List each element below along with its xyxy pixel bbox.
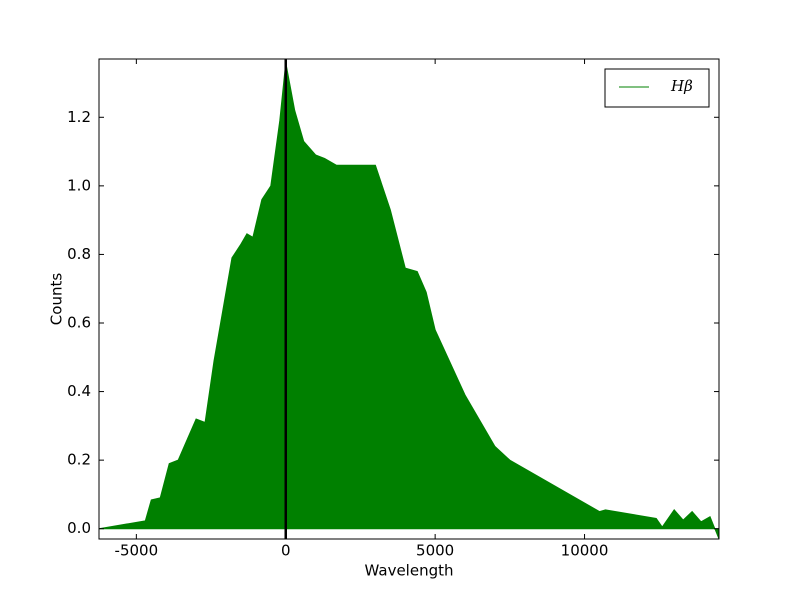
legend: Hβ xyxy=(604,68,710,108)
y-tick-label: 1.0 xyxy=(67,176,91,194)
legend-label: Hβ xyxy=(670,77,693,95)
y-tick-label: 0.8 xyxy=(67,245,91,263)
legend-box xyxy=(604,68,710,108)
y-tick-label: 0.6 xyxy=(67,314,91,332)
y-tick-label: 1.2 xyxy=(67,108,91,126)
y-tick-label: 0.2 xyxy=(67,451,91,469)
x-tick-label: 0 xyxy=(281,542,291,560)
x-tick-label: -5000 xyxy=(115,542,159,560)
plot-frame xyxy=(98,58,720,540)
y-tick-label: 0.0 xyxy=(67,519,91,537)
x-tick-label: 10000 xyxy=(561,542,609,560)
y-axis-label: Counts xyxy=(48,273,66,326)
y-tick-label: 0.4 xyxy=(67,382,91,400)
x-tick-label: 5000 xyxy=(416,542,454,560)
x-axis-label: Wavelength xyxy=(365,562,454,580)
area xyxy=(98,62,720,540)
